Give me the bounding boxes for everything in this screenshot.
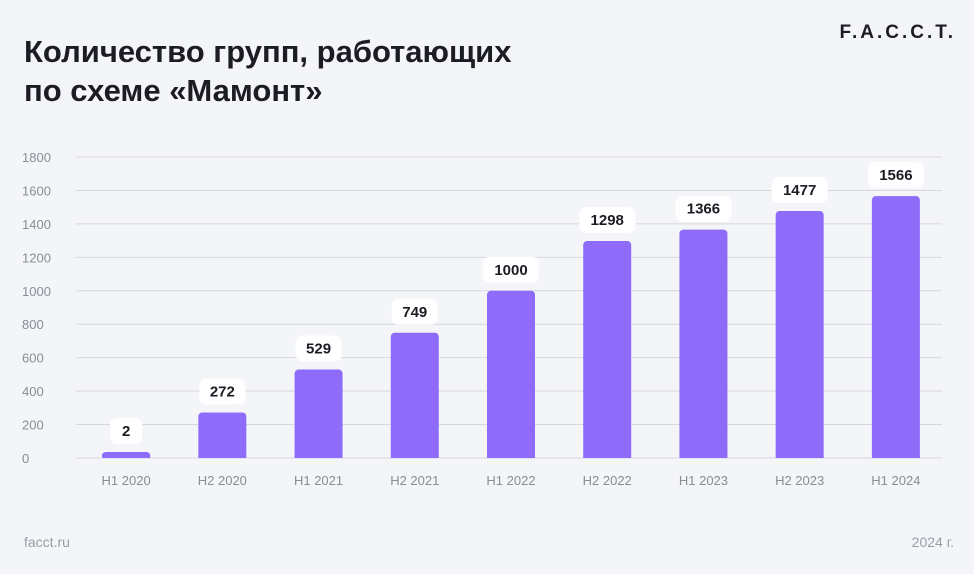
data-label-bubble (771, 177, 828, 204)
data-label: 272 (210, 384, 235, 401)
data-label-bubble (675, 195, 732, 222)
x-tick-label: H2 2020 (198, 473, 247, 488)
x-tick-label: H2 2023 (775, 473, 824, 488)
x-tick-label: H1 2021 (294, 473, 343, 488)
x-tick-label: H1 2024 (871, 473, 920, 488)
chart-title: Количество групп, работающих по схеме «М… (24, 32, 724, 110)
data-label-bubble (110, 418, 143, 444)
data-label: 749 (402, 304, 427, 321)
y-tick-label: 1600 (22, 183, 51, 198)
data-label-bubble (199, 378, 246, 405)
y-tick-label: 1400 (22, 217, 51, 232)
x-tick-label: H2 2022 (583, 473, 632, 488)
bar (487, 290, 535, 458)
footer-year: 2024 г. (911, 534, 954, 550)
data-label-bubble (867, 162, 924, 189)
bar-base (583, 454, 632, 458)
y-tick-label: 1800 (22, 150, 51, 165)
data-label: 1298 (591, 212, 624, 229)
bar (775, 211, 824, 458)
data-label-bubble (391, 298, 438, 325)
bar-base (871, 454, 920, 458)
data-label-bubble (483, 256, 539, 283)
y-tick-label: 600 (22, 351, 44, 366)
data-label: 529 (306, 341, 331, 358)
bar-base (390, 454, 439, 458)
y-tick-label: 800 (22, 317, 44, 332)
footer-site: facct.ru (24, 534, 70, 550)
bar (583, 240, 632, 458)
data-label-bubble (579, 206, 636, 233)
bar-base (198, 454, 247, 458)
data-label-bubble (295, 335, 342, 362)
chart-title-line-1: Количество групп, работающих (24, 34, 512, 69)
bar (679, 229, 728, 458)
bar (871, 196, 920, 458)
y-tick-label: 1200 (22, 250, 51, 265)
data-label: 1477 (783, 182, 816, 199)
bar-base (775, 454, 824, 458)
x-tick-label: H2 2021 (390, 473, 439, 488)
bar (198, 412, 247, 458)
bar-base (102, 454, 151, 458)
y-tick-label: 200 (22, 418, 44, 433)
x-tick-label: H1 2023 (679, 473, 728, 488)
data-label: 2 (122, 423, 130, 440)
data-label: 1566 (879, 167, 912, 184)
x-tick-label: H1 2022 (486, 473, 535, 488)
chart-title-line-2: по схеме «Мамонт» (24, 73, 323, 108)
bar-base (294, 454, 343, 458)
bar (294, 369, 343, 458)
bar-base (679, 454, 728, 458)
y-tick-label: 0 (22, 451, 29, 466)
x-tick-label: H1 2020 (102, 473, 151, 488)
bar-base (487, 454, 535, 458)
bar (390, 332, 439, 458)
brand-logo: F.A.C.C.T. (839, 22, 956, 43)
data-label: 1000 (494, 262, 527, 279)
y-tick-label: 1000 (22, 284, 51, 299)
data-label: 1366 (687, 201, 720, 218)
y-tick-label: 400 (22, 384, 44, 399)
